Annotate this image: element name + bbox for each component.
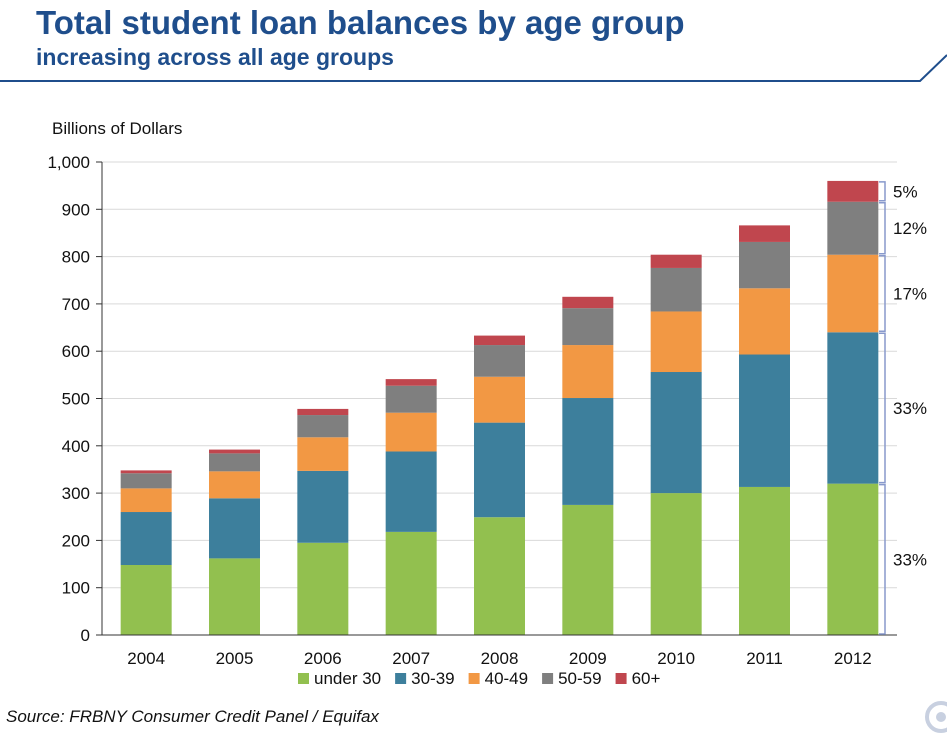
bar-segment (385, 379, 437, 386)
legend-swatch (615, 673, 627, 684)
legend-label: 30-39 (411, 669, 454, 688)
legend-label: 60+ (632, 669, 661, 688)
bar-segment (474, 335, 525, 346)
bar-segment (739, 288, 790, 355)
bar-segment (650, 267, 702, 312)
x-tick-label: 2004 (127, 649, 165, 668)
y-tick-label: 300 (62, 484, 90, 503)
share-label: 17% (893, 284, 927, 303)
share-bracket (879, 483, 886, 635)
x-tick-label: 2006 (304, 649, 342, 668)
bar-segment (297, 437, 349, 471)
bar-segment (739, 354, 790, 487)
legend-swatch (395, 673, 407, 684)
bar-segment (474, 422, 525, 518)
y-tick-label: 1,000 (47, 153, 90, 172)
bar-segment (562, 296, 614, 309)
x-tick-label: 2011 (746, 649, 783, 668)
bar-segment (562, 398, 614, 505)
legend-label: 50-59 (558, 669, 601, 688)
share-brackets: 33% 33% 17% 12% 5% (879, 181, 927, 635)
x-tick-label: 2008 (481, 649, 519, 668)
y-tick-label: 100 (62, 579, 90, 598)
bar-segment (297, 470, 349, 543)
bar-segment (209, 558, 260, 635)
y-tick-label: 400 (62, 437, 90, 456)
x-tick-label: 2007 (392, 649, 430, 668)
bar-segment (650, 372, 702, 494)
share-bracket (879, 332, 886, 484)
bar-segment (385, 385, 437, 413)
axes-layer: 0 100 200 300 400 500 600 700 800 900 1,000 2004 200… (47, 153, 897, 668)
bar-segment (827, 201, 879, 255)
bar-segment (562, 345, 614, 399)
bar-segment (209, 498, 260, 559)
y-tick-label: 200 (62, 531, 90, 550)
bar-segment (474, 345, 525, 377)
legend-swatch (468, 673, 480, 684)
source-note: Source: FRBNY Consumer Credit Panel / Eq… (6, 707, 379, 726)
bar-segment (739, 225, 790, 242)
bar-segment (650, 311, 702, 373)
bar-segment (650, 493, 702, 635)
bar-segment (297, 408, 349, 416)
legend-swatch (298, 673, 309, 684)
chart-subtitle: increasing across all age groups (36, 44, 394, 70)
y-tick-label: 0 (81, 626, 90, 645)
bar-segment (739, 486, 790, 635)
share-bracket (879, 201, 886, 255)
bar-segment (209, 449, 260, 454)
y-tick-label: 700 (62, 295, 90, 314)
bar-segment (120, 473, 172, 489)
share-bracket (879, 254, 886, 333)
bar-segment (385, 531, 437, 635)
legend-swatch (542, 673, 554, 684)
bar-segment (827, 332, 879, 484)
bar-segment (474, 376, 525, 423)
x-tick-label: 2010 (657, 649, 695, 668)
y-tick-label: 900 (62, 200, 90, 219)
bar-segment (562, 308, 614, 346)
share-label: 33% (893, 399, 927, 418)
bar-segment (209, 453, 260, 472)
x-tick-label: 2005 (216, 649, 254, 668)
bar-segment (120, 564, 172, 635)
y-tick-label: 800 (62, 248, 90, 267)
share-label: 5% (893, 182, 918, 201)
share-label: 12% (893, 219, 927, 238)
bar-segment (739, 241, 790, 289)
corner-logo-icon (925, 701, 947, 733)
bar-segment (474, 517, 525, 635)
chart-title: Total student loan balances by age group (36, 4, 685, 41)
share-bracket (879, 181, 886, 202)
bar-segment (385, 412, 437, 452)
bar-segment (385, 451, 437, 532)
bar-segment (297, 542, 349, 635)
bar-segment (297, 415, 349, 438)
legend-label: under 30 (314, 669, 381, 688)
x-tick-label: 2009 (569, 649, 607, 668)
legend: under 30 30-39 40-49 50-59 60+ (298, 669, 660, 688)
bar-segment (120, 470, 172, 474)
header-rule (0, 54, 947, 82)
x-tick-label: 2012 (834, 649, 872, 668)
bar-segment (650, 254, 702, 268)
bar-segment (562, 504, 614, 635)
bar-segment (120, 488, 172, 513)
y-tick-label: 500 (62, 390, 90, 409)
share-label: 33% (893, 550, 927, 569)
y-axis-label: Billions of Dollars (52, 119, 182, 138)
bars-layer (120, 180, 879, 635)
bar-segment (209, 471, 260, 499)
legend-label: 40-49 (485, 669, 528, 688)
bar-segment (827, 180, 879, 202)
bar-segment (827, 483, 879, 635)
bar-segment (827, 254, 879, 333)
bar-segment (120, 512, 172, 565)
y-tick-label: 600 (62, 342, 90, 361)
